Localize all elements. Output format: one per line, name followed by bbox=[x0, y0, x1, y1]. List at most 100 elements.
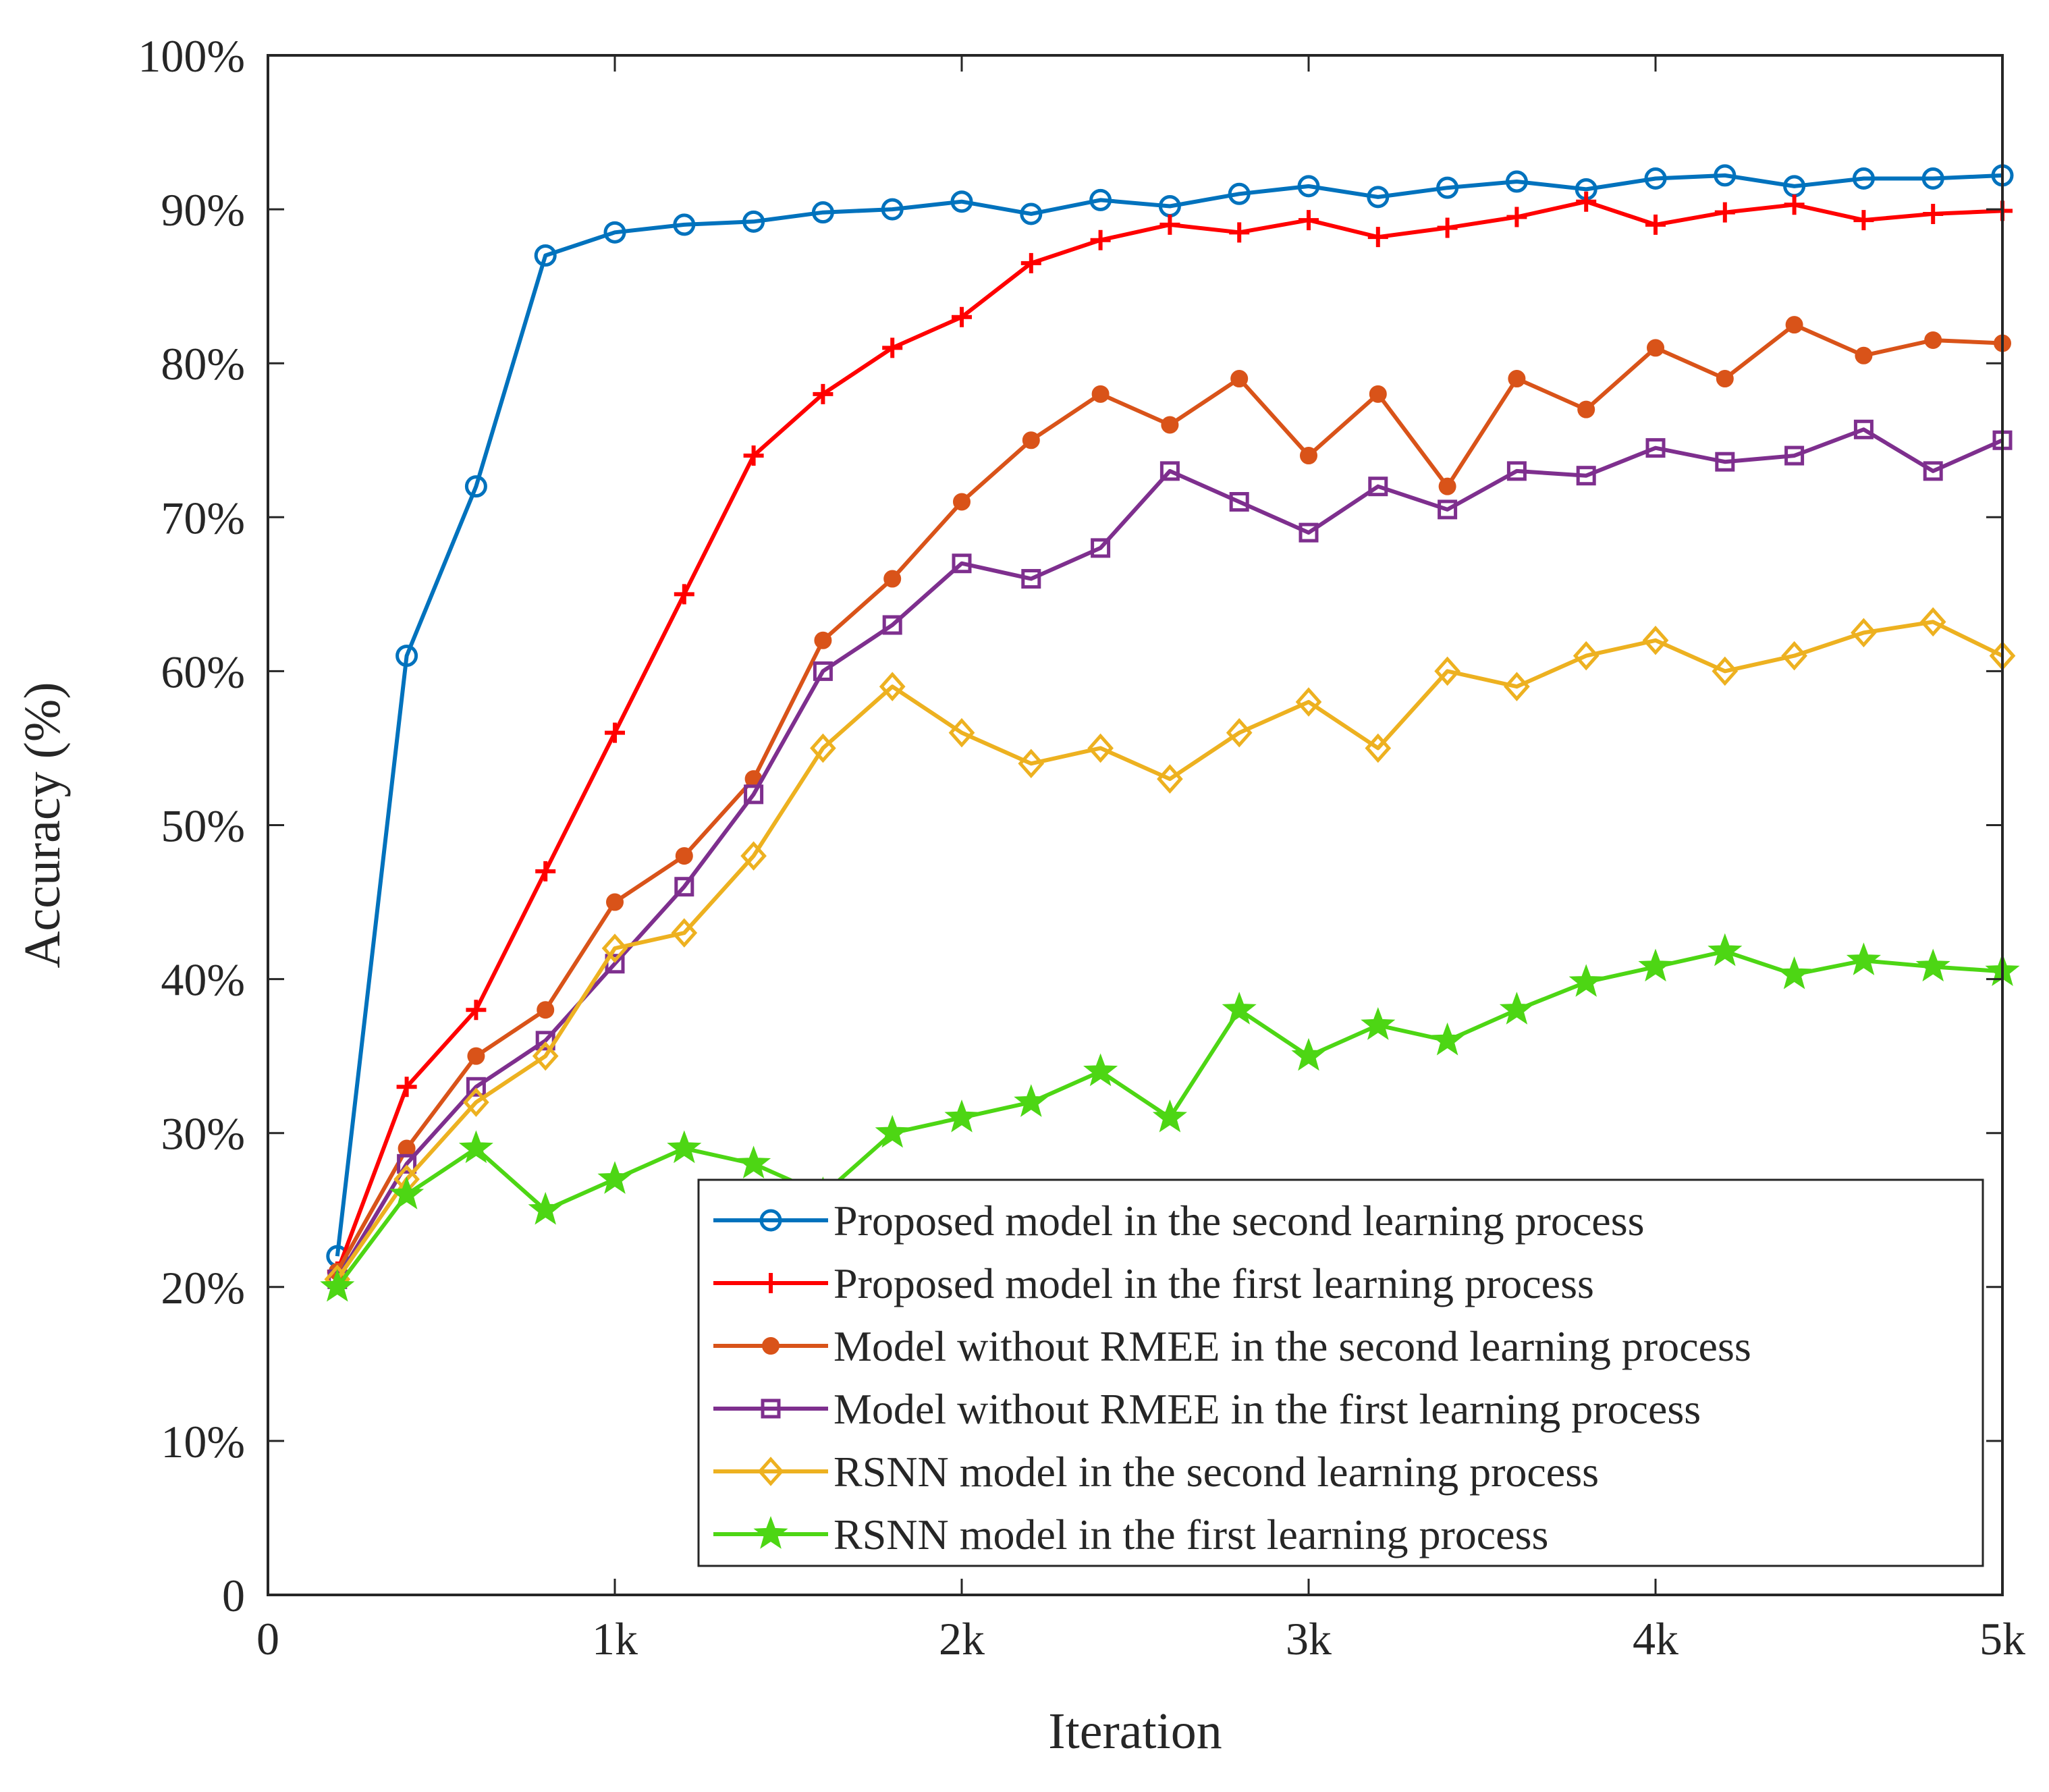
data-point bbox=[1222, 992, 1257, 1025]
data-point bbox=[1781, 641, 1807, 671]
data-point bbox=[395, 645, 418, 668]
data-point bbox=[1853, 419, 1874, 439]
x-tick-label: 4k bbox=[1633, 1613, 1678, 1664]
legend-label: RSNN model in the second learning proces… bbox=[834, 1448, 1599, 1496]
series-line bbox=[335, 427, 2004, 1280]
data-point bbox=[1855, 346, 1873, 364]
data-point bbox=[1576, 191, 1597, 212]
data-point bbox=[1577, 400, 1595, 418]
series-layer bbox=[320, 164, 2020, 1302]
data-point bbox=[1712, 656, 1739, 686]
data-point bbox=[1716, 370, 1734, 388]
series-2 bbox=[327, 191, 2013, 1282]
data-point bbox=[1508, 370, 1526, 388]
legend-marker bbox=[759, 1209, 782, 1232]
data-point bbox=[1784, 194, 1805, 215]
data-point bbox=[743, 445, 764, 466]
data-point bbox=[1505, 170, 1528, 193]
legend-entry: RSNN model in the first learning process bbox=[713, 1511, 1548, 1558]
data-point bbox=[1647, 339, 1664, 357]
data-point bbox=[1924, 331, 1942, 349]
data-point bbox=[603, 221, 626, 244]
data-point bbox=[744, 784, 764, 805]
data-point bbox=[1568, 964, 1604, 997]
x-axis-ticks: 0 1k 2k 3k 4k 5k bbox=[256, 55, 2025, 1664]
data-point bbox=[597, 1161, 632, 1194]
data-point bbox=[1846, 942, 1881, 975]
data-point bbox=[1506, 207, 1527, 227]
data-point bbox=[1229, 222, 1250, 243]
series-line bbox=[335, 323, 2003, 1273]
data-point bbox=[1020, 252, 1041, 273]
legend-label: Model without RMEE in the second learnin… bbox=[834, 1322, 1751, 1370]
data-point bbox=[1089, 188, 1112, 211]
y-tick-label: 10% bbox=[161, 1416, 245, 1467]
data-point bbox=[1299, 210, 1319, 231]
data-point bbox=[1915, 948, 1950, 982]
data-point bbox=[736, 1145, 771, 1179]
series-5 bbox=[324, 607, 2016, 1295]
data-point bbox=[1852, 167, 1875, 190]
data-point bbox=[674, 877, 694, 897]
data-point bbox=[1708, 933, 1743, 967]
data-point bbox=[1228, 182, 1251, 205]
data-point bbox=[1022, 431, 1040, 450]
data-point bbox=[1777, 956, 1812, 989]
data-point bbox=[1087, 733, 1114, 763]
data-point bbox=[1645, 438, 1666, 458]
data-point bbox=[1715, 452, 1735, 472]
x-tick-label: 5k bbox=[1979, 1613, 2025, 1664]
data-point bbox=[1436, 176, 1459, 199]
data-point bbox=[952, 306, 972, 327]
data-point bbox=[320, 1268, 355, 1302]
data-point bbox=[1014, 1084, 1049, 1117]
x-tick-label: 2k bbox=[939, 1613, 985, 1664]
legend-box bbox=[697, 1178, 1984, 1567]
data-point bbox=[528, 1191, 563, 1225]
data-point bbox=[1157, 764, 1183, 794]
data-point bbox=[1090, 229, 1111, 250]
y-tick-label: 90% bbox=[161, 184, 245, 236]
data-point bbox=[953, 493, 971, 511]
data-point bbox=[1853, 210, 1874, 231]
data-point bbox=[813, 661, 833, 681]
data-point bbox=[1434, 656, 1460, 686]
y-tick-label: 100% bbox=[138, 30, 245, 82]
data-point bbox=[1919, 607, 1946, 637]
data-point bbox=[1159, 461, 1180, 481]
data-point bbox=[1437, 217, 1458, 238]
data-point bbox=[467, 1047, 485, 1065]
data-point bbox=[1368, 477, 1388, 497]
data-point bbox=[1230, 370, 1249, 388]
data-point bbox=[1021, 569, 1041, 589]
y-tick-label: 30% bbox=[161, 1108, 245, 1160]
data-point bbox=[1644, 167, 1667, 190]
data-point bbox=[605, 722, 625, 743]
data-point bbox=[1226, 717, 1253, 748]
data-point bbox=[1642, 626, 1669, 655]
data-point bbox=[881, 198, 904, 221]
legend-entry: Proposed model in the first learning pro… bbox=[713, 1259, 1594, 1307]
data-point bbox=[1020, 202, 1043, 225]
data-point bbox=[1851, 618, 1877, 648]
data-point bbox=[811, 201, 834, 224]
data-point bbox=[671, 918, 698, 948]
data-point bbox=[1365, 733, 1392, 763]
data-point bbox=[1091, 538, 1111, 558]
data-point bbox=[1083, 1053, 1118, 1087]
y-tick-label: 0 bbox=[222, 1570, 245, 1621]
data-point bbox=[1152, 1099, 1187, 1133]
data-point bbox=[1784, 445, 1805, 466]
series-line bbox=[335, 620, 2004, 1281]
data-point bbox=[675, 847, 693, 865]
data-point bbox=[950, 190, 973, 213]
y-tick-label: 70% bbox=[161, 492, 245, 543]
data-point bbox=[464, 475, 487, 498]
data-point bbox=[944, 1099, 979, 1133]
y-tick-label: 20% bbox=[161, 1262, 245, 1313]
legend-entry: Model without RMEE in the second learnin… bbox=[713, 1322, 1751, 1370]
data-point bbox=[882, 615, 902, 635]
data-point bbox=[875, 1114, 910, 1148]
data-point bbox=[674, 584, 694, 605]
data-point bbox=[1438, 499, 1458, 520]
